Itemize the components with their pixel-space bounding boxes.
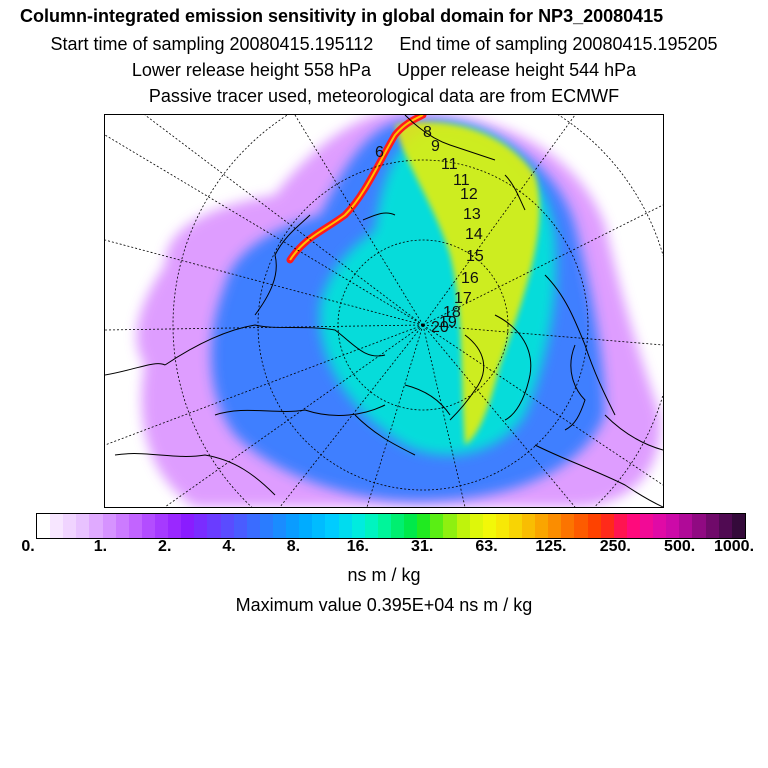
- colorbar-segment: [50, 514, 64, 538]
- colorbar-segment: [299, 514, 313, 538]
- colorbar-segment: [115, 514, 129, 538]
- colorbar-segment: [351, 514, 365, 538]
- colorbar-segment: [102, 514, 116, 538]
- hour-label: 6: [375, 144, 384, 161]
- colorbar-segment: [653, 514, 667, 538]
- coastlines: [105, 115, 663, 507]
- colorbar-segment: [181, 514, 195, 538]
- colorbar-segment: [587, 514, 601, 538]
- colorbar-segment: [37, 514, 51, 538]
- colorbar-segment: [259, 514, 273, 538]
- colorbar-segment: [718, 514, 732, 538]
- colorbar-segment: [456, 514, 470, 538]
- colorbar-segment: [154, 514, 169, 538]
- colorbar-segment: [128, 514, 142, 538]
- hour-label: 9: [431, 138, 440, 155]
- sensitivity-map: 6 8 9 11 11 12 13 14 15 16 17 18 19 20: [104, 114, 664, 508]
- colorbar-tick-label: 2.: [158, 538, 172, 555]
- colorbar-segment: [626, 514, 641, 538]
- colorbar-segment: [443, 514, 457, 538]
- hour-label: 13: [463, 206, 481, 223]
- colorbar-segment: [312, 514, 326, 538]
- colorbar-segment: [338, 514, 352, 538]
- figure-title: Column-integrated emission sensitivity i…: [20, 6, 664, 26]
- colorbar-segment: [220, 514, 234, 538]
- lower-release-label: Lower release height 558 hPa: [131, 60, 371, 80]
- colorbar-segment: [272, 514, 287, 538]
- colorbar-tick-label: 8.: [286, 538, 301, 555]
- colorbar-segment: [417, 514, 431, 538]
- hour-label: 17: [454, 290, 472, 307]
- tracer-info-label: Passive tracer used, meteorological data…: [148, 86, 620, 106]
- plume-hot: [395, 122, 540, 445]
- colorbar-tick-label: 16.: [346, 538, 369, 555]
- colorbar-segment: [286, 514, 300, 538]
- hour-label: 15: [466, 248, 484, 265]
- maximum-value-label: Maximum value 0.395E+04 ns m / kg: [235, 595, 533, 615]
- colorbar-segment: [548, 514, 562, 538]
- colorbar-segment: [194, 514, 208, 538]
- colorbar-tick-label: 500.: [664, 538, 696, 555]
- end-time-label: End time of sampling 20080415.195205: [399, 34, 718, 54]
- hour-label: 16: [461, 270, 479, 287]
- colorbar-segment: [640, 514, 654, 538]
- colorbar-segment: [600, 514, 614, 538]
- hour-label: 19: [439, 314, 457, 331]
- colorbar-segment: [731, 514, 745, 538]
- colorbar-segment: [325, 514, 339, 538]
- hour-label: 18: [443, 304, 461, 321]
- colorbar-segment: [76, 514, 90, 538]
- colorbar-segment: [522, 514, 536, 538]
- colorbar-segment: [430, 514, 444, 538]
- colorbar-segment: [692, 514, 706, 538]
- colorbar-tick-label: 63.: [475, 538, 498, 555]
- graticule: [105, 115, 663, 507]
- colorbar-segment: [666, 514, 680, 538]
- hour-labels: 6 8 9 11 11 12 13 14 15 16 17 18 19 20: [375, 124, 484, 336]
- colorbar-segment: [207, 514, 221, 538]
- colorbar-segment: [613, 514, 627, 538]
- colorbar-segment: [233, 514, 247, 538]
- colorbar-ticks: 0. 1. 2. 4. 8. 16. 31. 63. 125. 250. 500. 1000.: [0, 538, 768, 558]
- colorbar-segment: [390, 514, 405, 538]
- colorbar-segment: [482, 514, 496, 538]
- hour-label: 12: [460, 186, 478, 203]
- colorbar-tick-label: 1.: [93, 538, 108, 555]
- colorbar-tick-label: 0.: [21, 538, 35, 555]
- colorbar-tick-label: 125.: [535, 538, 567, 555]
- colorbar-segment: [508, 514, 523, 538]
- release-height-line: Lower release height 558 hPa Upper releas…: [0, 60, 768, 81]
- colorbar-segment: [495, 514, 509, 538]
- colorbar-segment: [364, 514, 378, 538]
- start-time-label: Start time of sampling 20080415.195112: [50, 34, 374, 54]
- colorbar-tick-label: 1000.: [713, 538, 755, 555]
- hour-label: 8: [423, 124, 432, 141]
- colorbar-segment: [574, 514, 588, 538]
- colorbar-segment: [63, 514, 77, 538]
- colorbar-segment: [141, 514, 155, 538]
- colorbar-segment: [168, 514, 182, 538]
- colorbar: [36, 513, 746, 539]
- colorbar-segment: [377, 514, 391, 538]
- sampling-time-line: Start time of sampling 20080415.195112 En…: [0, 34, 768, 55]
- colorbar-segment: [535, 514, 549, 538]
- hour-label: 11: [441, 156, 458, 173]
- colorbar-segment: [705, 514, 719, 538]
- colorbar-segment: [561, 514, 575, 538]
- colorbar-segment: [469, 514, 483, 538]
- colorbar-segment: [679, 514, 693, 538]
- colorbar-tick-label: 250.: [599, 538, 631, 555]
- hour-label: 11: [453, 172, 470, 189]
- colorbar-units: ns m / kg: [347, 565, 421, 585]
- colorbar-segment: [404, 514, 418, 538]
- colorbar-segment: [89, 514, 103, 538]
- upper-release-label: Upper release height 544 hPa: [397, 60, 637, 80]
- hour-label: 14: [465, 226, 483, 243]
- colorbar-tick-label: 31.: [411, 538, 434, 555]
- colorbar-tick-label: 4.: [222, 538, 236, 555]
- map-canvas: 6 8 9 11 11 12 13 14 15 16 17 18 19 20: [105, 115, 663, 507]
- hour-label: 20: [431, 319, 449, 336]
- colorbar-segment: [246, 514, 260, 538]
